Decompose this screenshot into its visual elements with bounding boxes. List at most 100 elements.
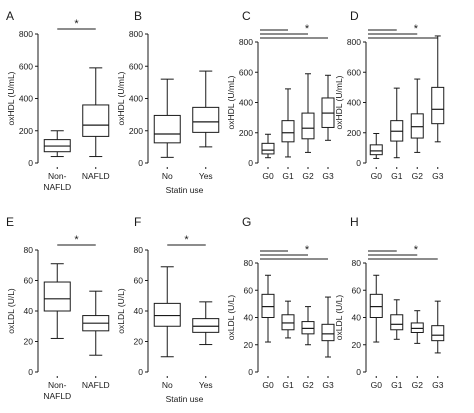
y-tick-label: 20 [352,340,362,350]
box-plot [390,299,404,340]
y-tick-label: 200 [19,126,33,136]
box-plot [369,133,383,159]
y-tick-label: 400 [129,94,143,104]
x-axis-title: Statin use [166,394,204,404]
y-tick-label: 600 [347,67,361,77]
y-tick-label: 80 [244,258,254,268]
panel-c: C 0 200 400 600 800 oxHDL (U/mL) G0 G1 G2 G3 * [226,9,335,181]
y-tick-label: 0 [138,158,143,168]
iqr-box [281,120,295,143]
box-plot [153,78,181,158]
panel-letter: A [6,9,14,23]
iqr-box [261,142,275,155]
significance-star: * [305,23,310,35]
panel-letter: H [350,215,359,229]
x-tick-label: G0 [262,380,274,390]
y-tick-label: 0 [356,158,361,168]
y-tick-label: 800 [19,29,33,39]
iqr-box [43,281,71,312]
box-plot [82,290,110,356]
panel-h: H 0 20 40 60 80 oxLDL (U/L) G0 G1 G2 G3 * [334,215,445,390]
box-plot [321,296,335,358]
y-axis-title: oxHDL (U/mL) [6,71,16,125]
x-tick-label: G0 [371,171,383,181]
x-tick-label: G1 [391,171,403,181]
x-tick-label: G2 [302,380,314,390]
y-tick-label: 80 [24,245,34,255]
x-tick-label: Yes [199,380,213,390]
iqr-box [431,325,445,342]
y-axis-title: oxLDL (U/L) [334,295,344,341]
x-tick-label: NAFLD [82,171,110,181]
box-plot [301,73,315,153]
panel-letter: E [6,215,14,229]
iqr-box [281,314,295,331]
box-plot [431,35,445,143]
box-plot [192,301,220,346]
iqr-box [153,114,181,144]
iqr-box [153,302,181,327]
significance-star: * [184,234,189,246]
x-tick-label: G1 [391,380,403,390]
significance-star: * [305,244,310,256]
y-tick-label: 0 [356,367,361,377]
box-plot [261,274,275,343]
y-tick-label: 0 [28,367,33,377]
panel-f: F 0 20 40 60 80 oxLDL (U/L) No Yes Statin use * [116,215,220,404]
y-axis-title: oxHDL (U/mL) [226,75,236,129]
y-tick-label: 400 [239,98,253,108]
y-tick-label: 0 [28,158,33,168]
iqr-box [261,293,275,318]
y-tick-label: 40 [352,313,362,323]
y-tick-label: 800 [129,29,143,39]
box-plot [390,87,404,159]
box-plot [410,78,424,153]
x-tick-label: G2 [412,380,424,390]
y-tick-label: 400 [19,94,33,104]
y-tick-label: 60 [244,285,254,295]
panel-letter: B [134,9,142,23]
box-plot [431,300,445,354]
y-tick-label: 20 [244,340,254,350]
panel-letter: C [242,9,251,23]
y-tick-label: 0 [248,158,253,168]
iqr-box [301,321,315,335]
iqr-box [192,106,220,133]
x-tick-label: G3 [322,380,334,390]
box-plot [369,274,383,343]
x-tick-label: G3 [322,171,334,181]
box-plot [410,310,424,344]
y-tick-label: 0 [248,367,253,377]
y-axis-title: oxLDL (U/L) [6,288,16,334]
box-plot [321,74,335,141]
y-axis-title: oxLDL (U/L) [116,288,126,334]
x-tick-label: G2 [412,171,424,181]
panel-d: D 0 200 400 600 800 oxHDL (U/mL) G0 G1 G2 G3 * [334,9,445,181]
x-tick-label: NAFLD [43,182,71,192]
iqr-box [82,104,110,137]
box-plot [43,130,71,158]
x-tick-label: No [162,380,173,390]
x-tick-label: G0 [371,380,383,390]
iqr-box [410,113,424,139]
x-axis-title: Statin use [166,185,204,195]
x-tick-label: No [162,171,173,181]
iqr-box [431,86,445,125]
y-tick-label: 200 [347,128,361,138]
iqr-box [369,293,383,318]
y-tick-label: 800 [239,37,253,47]
y-axis-title: oxHDL (U/mL) [116,71,126,125]
y-tick-label: 200 [239,128,253,138]
box-plot [301,306,315,346]
y-tick-label: 600 [129,61,143,71]
x-tick-label: NAFLD [82,380,110,390]
iqr-box [301,112,315,140]
x-tick-label: G1 [282,171,294,181]
y-tick-label: 60 [134,276,144,286]
y-tick-label: 600 [19,61,33,71]
y-tick-label: 40 [24,306,34,316]
x-tick-label: Non- [48,171,67,181]
